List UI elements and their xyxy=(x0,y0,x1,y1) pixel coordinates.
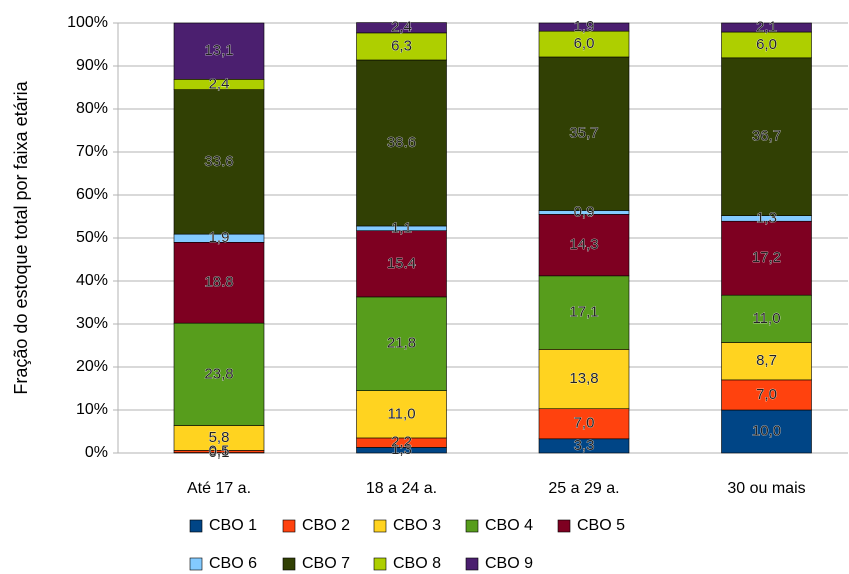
data-label: 0,9 xyxy=(574,203,595,220)
legend-label: CBO 7 xyxy=(302,555,350,572)
legend-label: CBO 1 xyxy=(209,517,257,534)
data-label: 11,0 xyxy=(387,405,415,422)
y-tick-label: 10% xyxy=(76,401,108,418)
x-tick-label: Até 17 a. xyxy=(187,480,251,497)
bar-segment xyxy=(721,294,812,343)
data-label: 1,9 xyxy=(574,18,595,35)
data-label: 21,8 xyxy=(387,335,416,352)
y-tick-label: 20% xyxy=(76,358,108,375)
data-label: 2,1 xyxy=(756,18,777,35)
bar-segment xyxy=(538,275,630,350)
legend-swatch xyxy=(282,557,296,571)
data-label: 7,0 xyxy=(756,386,777,403)
legend-label: CBO 4 xyxy=(485,517,533,534)
bar-segment xyxy=(538,56,630,211)
data-label: 0,1 xyxy=(209,444,230,461)
data-label: 13,1 xyxy=(204,42,233,59)
data-label: 2,4 xyxy=(391,19,412,36)
y-tick-label: 70% xyxy=(76,143,108,160)
bar-segment xyxy=(173,322,265,426)
bar-segment xyxy=(721,409,812,454)
legend-label: CBO 8 xyxy=(393,555,441,572)
bar-segment xyxy=(356,22,447,34)
data-label: 7,0 xyxy=(574,415,595,432)
legend-swatch xyxy=(189,557,203,571)
data-label: 1,1 xyxy=(391,219,412,236)
y-tick-label: 60% xyxy=(76,186,108,203)
bar-segment xyxy=(721,379,812,411)
data-label: 3,3 xyxy=(574,437,595,454)
bar-segment xyxy=(173,22,265,80)
y-tick-label: 100% xyxy=(67,14,108,31)
x-tick-label: 30 ou mais xyxy=(727,480,805,497)
data-label: 33.6 xyxy=(204,153,233,170)
data-label: 18.8 xyxy=(204,274,233,291)
data-label: 1,3 xyxy=(391,441,412,458)
data-label: 5,8 xyxy=(209,429,230,446)
data-label: 6,3 xyxy=(391,37,412,54)
bar-segment xyxy=(538,30,630,58)
data-label: 10,0 xyxy=(752,422,781,439)
data-label: 8,7 xyxy=(756,352,777,369)
data-label: 6,0 xyxy=(574,35,595,52)
bar-segment xyxy=(356,230,447,298)
bar-segment xyxy=(721,342,812,381)
data-label: 17,2 xyxy=(752,249,781,266)
legend-swatch xyxy=(465,519,479,533)
y-tick-label: 80% xyxy=(76,100,108,117)
bar-segment xyxy=(721,31,812,59)
legend-swatch xyxy=(373,557,387,571)
data-label: 0,5 xyxy=(209,442,230,459)
y-tick-label: 40% xyxy=(76,272,108,289)
y-tick-label: 30% xyxy=(76,315,108,332)
data-label: 14,3 xyxy=(569,236,598,253)
bar-segment xyxy=(538,349,630,410)
data-label: 1,3 xyxy=(756,209,777,226)
y-tick-label: 50% xyxy=(76,229,108,246)
data-label: 35,7 xyxy=(569,125,598,142)
legend-swatch xyxy=(282,519,296,533)
bar-segment xyxy=(356,59,447,227)
legend-swatch xyxy=(465,557,479,571)
data-label: 11,0 xyxy=(752,310,780,327)
legend-label: CBO 6 xyxy=(209,555,257,572)
bar-segment xyxy=(721,57,812,216)
legend-swatch xyxy=(373,519,387,533)
legend-label: CBO 2 xyxy=(302,517,350,534)
bar-segment xyxy=(721,220,812,296)
data-label: 1,9 xyxy=(209,229,230,246)
legend-label: CBO 5 xyxy=(577,517,625,534)
bar-segment xyxy=(538,22,630,32)
data-label: 2,2 xyxy=(391,434,412,451)
legend-swatch xyxy=(557,519,571,533)
data-label: 38.6 xyxy=(387,134,416,151)
legend-swatch xyxy=(189,519,203,533)
bar-segment xyxy=(356,296,447,391)
bar-segment xyxy=(538,408,630,440)
bar-segment xyxy=(721,22,812,33)
bar-segment xyxy=(173,425,265,451)
data-label: 13,8 xyxy=(569,370,598,387)
data-label: 6,0 xyxy=(756,36,777,53)
x-tick-label: 25 a 29 a. xyxy=(548,480,619,497)
y-tick-label: 0% xyxy=(85,444,108,461)
data-label: 23,8 xyxy=(204,365,233,382)
data-label: 17,1 xyxy=(569,304,598,321)
data-label: 2,4 xyxy=(209,75,230,92)
data-label: 36,7 xyxy=(752,128,781,145)
legend-label: CBO 3 xyxy=(393,517,441,534)
y-tick-label: 90% xyxy=(76,57,108,74)
data-label: 15.4 xyxy=(387,255,416,272)
legend-label: CBO 9 xyxy=(485,555,533,572)
x-tick-label: 18 a 24 a. xyxy=(366,480,437,497)
bar-segment xyxy=(356,390,447,439)
y-axis-label: Fração do estoque total por faixa etária xyxy=(11,80,31,394)
